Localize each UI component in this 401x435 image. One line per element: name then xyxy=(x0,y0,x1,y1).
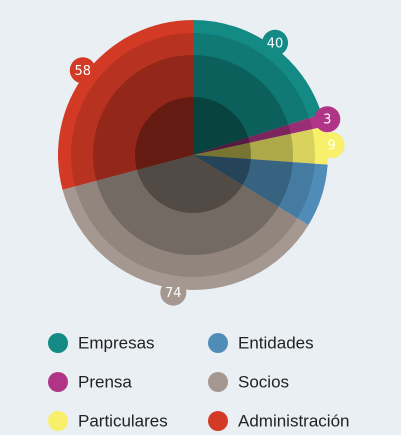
label-badge xyxy=(318,132,345,159)
legend-swatch xyxy=(48,411,68,431)
legend-label: Socios xyxy=(238,372,289,391)
pie-slice xyxy=(62,155,309,290)
legend-swatch xyxy=(208,411,228,431)
data-label: 74 xyxy=(165,286,182,301)
legend-label: Prensa xyxy=(78,372,132,391)
legend-label: Empresas xyxy=(78,333,155,352)
data-label: 40 xyxy=(267,36,284,51)
data-label: 3 xyxy=(323,113,331,128)
inner-ring xyxy=(71,33,315,277)
inner-ring xyxy=(93,55,293,255)
data-label: 58 xyxy=(75,64,92,79)
legend-label: Entidades xyxy=(238,333,314,352)
pie-slice xyxy=(193,155,328,225)
legend-swatch xyxy=(48,333,68,353)
inner-core xyxy=(135,97,251,213)
data-label: 9 xyxy=(328,139,336,154)
legend-label: Particulares xyxy=(78,411,168,430)
pie-slice xyxy=(193,126,328,165)
label-badge xyxy=(69,57,96,84)
legend-swatch xyxy=(48,372,68,392)
legend-swatch xyxy=(208,372,228,392)
legend-swatch xyxy=(208,333,228,353)
pie-slice xyxy=(58,20,193,190)
label-badge xyxy=(314,106,341,133)
pie-slice xyxy=(193,20,322,155)
label-badge xyxy=(160,279,187,306)
legend-label: Administración xyxy=(238,411,350,430)
pie-slice xyxy=(193,114,325,155)
label-badge xyxy=(262,29,289,56)
